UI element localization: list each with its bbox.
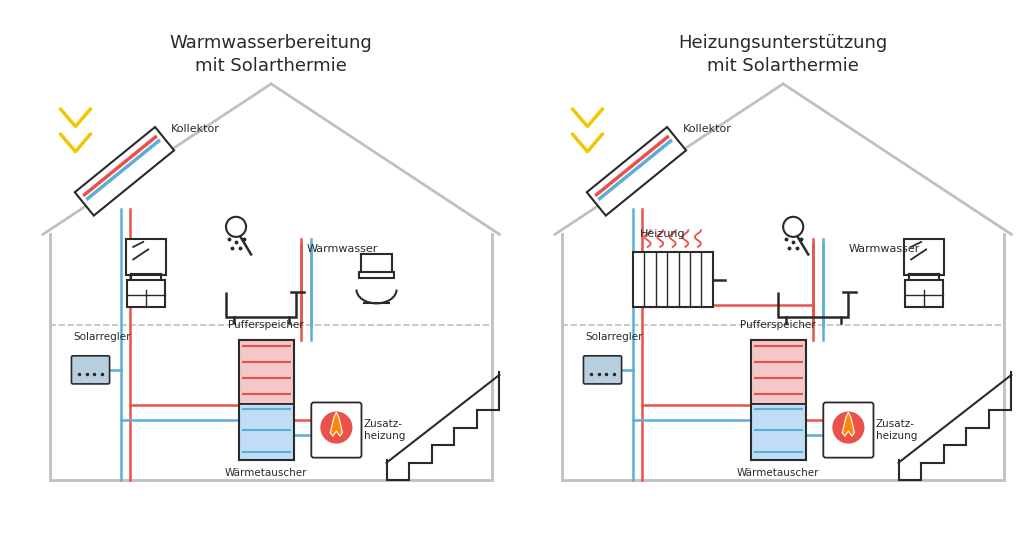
- Polygon shape: [75, 127, 174, 216]
- Text: Kollektor: Kollektor: [683, 124, 732, 134]
- FancyBboxPatch shape: [72, 356, 110, 384]
- Text: Pufferspeicher: Pufferspeicher: [228, 320, 304, 330]
- Polygon shape: [587, 127, 686, 216]
- Bar: [633, 252, 713, 307]
- Text: Warmwasser: Warmwasser: [306, 244, 378, 254]
- FancyBboxPatch shape: [311, 403, 361, 458]
- Text: Warmwasserbereitung
mit Solarthermie: Warmwasserbereitung mit Solarthermie: [170, 33, 373, 75]
- Text: Warmwasser: Warmwasser: [848, 244, 920, 254]
- Text: Heizungsunterstützung
mit Solarthermie: Heizungsunterstützung mit Solarthermie: [679, 33, 888, 75]
- Bar: [751, 340, 806, 460]
- FancyBboxPatch shape: [584, 356, 622, 384]
- Circle shape: [226, 217, 246, 237]
- Text: Zusatz-
heizung: Zusatz- heizung: [364, 419, 406, 441]
- Text: Zusatz-
heizung: Zusatz- heizung: [876, 419, 918, 441]
- Text: Heizung: Heizung: [640, 230, 685, 239]
- Text: Kollektor: Kollektor: [171, 124, 220, 134]
- Circle shape: [833, 411, 864, 444]
- Bar: [903, 239, 944, 274]
- Text: Solarregler: Solarregler: [73, 332, 130, 342]
- Bar: [126, 239, 166, 274]
- Text: Solarregler: Solarregler: [585, 332, 642, 342]
- Bar: [904, 280, 943, 307]
- Bar: [359, 272, 394, 278]
- Text: Wärmetauscher: Wärmetauscher: [737, 468, 819, 478]
- Bar: [239, 340, 294, 404]
- Text: Pufferspeicher: Pufferspeicher: [740, 320, 816, 330]
- FancyBboxPatch shape: [823, 403, 873, 458]
- Bar: [239, 404, 294, 460]
- Bar: [239, 340, 294, 460]
- Circle shape: [321, 411, 352, 444]
- Polygon shape: [331, 412, 342, 436]
- Circle shape: [783, 217, 803, 237]
- Text: Wärmetauscher: Wärmetauscher: [225, 468, 307, 478]
- Bar: [361, 254, 391, 274]
- Bar: [127, 280, 165, 307]
- Bar: [751, 404, 806, 460]
- Polygon shape: [843, 412, 854, 436]
- Bar: [751, 340, 806, 404]
